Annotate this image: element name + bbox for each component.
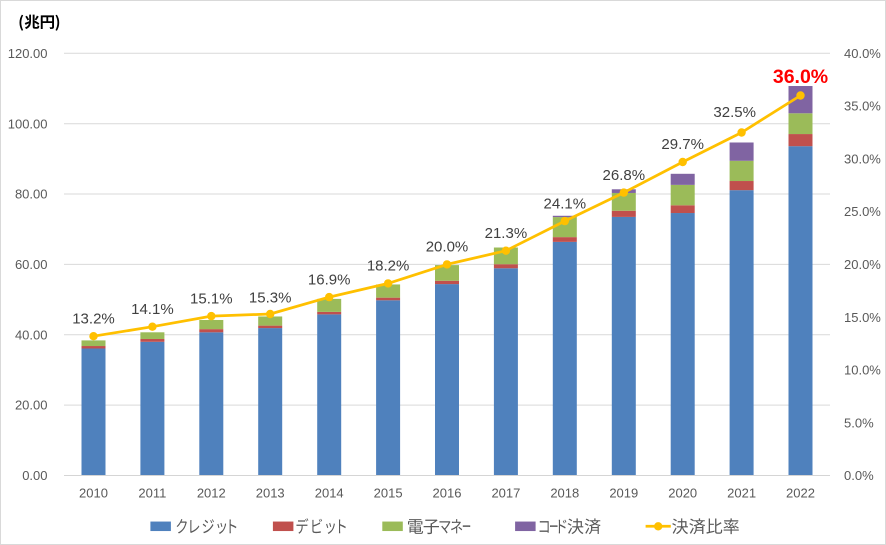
svg-text:2022: 2022 bbox=[786, 486, 815, 501]
svg-text:0.00: 0.00 bbox=[22, 468, 47, 483]
svg-text:10.0%: 10.0% bbox=[844, 363, 881, 378]
svg-text:29.7%: 29.7% bbox=[661, 136, 704, 153]
svg-text:30.0%: 30.0% bbox=[844, 152, 881, 167]
svg-text:0.0%: 0.0% bbox=[844, 468, 874, 483]
svg-text:35.0%: 35.0% bbox=[844, 99, 881, 114]
svg-text:40.00: 40.00 bbox=[15, 327, 48, 342]
svg-text:5.0%: 5.0% bbox=[844, 415, 874, 430]
svg-text:100.00: 100.00 bbox=[8, 116, 48, 131]
svg-text:20.0%: 20.0% bbox=[844, 257, 881, 272]
svg-text:24.1%: 24.1% bbox=[544, 195, 587, 212]
svg-text:2011: 2011 bbox=[138, 486, 166, 501]
svg-text:2016: 2016 bbox=[433, 486, 462, 501]
svg-text:25.0%: 25.0% bbox=[844, 204, 881, 219]
svg-text:120.00: 120.00 bbox=[8, 46, 48, 61]
svg-text:26.8%: 26.8% bbox=[603, 167, 646, 184]
svg-text:80.00: 80.00 bbox=[15, 187, 48, 202]
svg-text:32.5%: 32.5% bbox=[713, 104, 756, 121]
svg-text:2013: 2013 bbox=[256, 486, 285, 501]
svg-text:2012: 2012 bbox=[197, 486, 226, 501]
svg-text:15.3%: 15.3% bbox=[249, 290, 292, 307]
svg-text:2020: 2020 bbox=[668, 486, 697, 501]
svg-text:60.00: 60.00 bbox=[15, 257, 48, 272]
svg-text:15.0%: 15.0% bbox=[844, 310, 881, 325]
svg-text:21.3%: 21.3% bbox=[485, 225, 528, 242]
svg-text:2014: 2014 bbox=[315, 486, 344, 501]
svg-text:2017: 2017 bbox=[491, 486, 520, 501]
svg-text:18.2%: 18.2% bbox=[367, 258, 410, 275]
svg-text:16.9%: 16.9% bbox=[308, 271, 351, 288]
svg-text:2018: 2018 bbox=[550, 486, 579, 501]
svg-text:36.0%: 36.0% bbox=[773, 66, 828, 88]
svg-text:2021: 2021 bbox=[727, 486, 756, 501]
svg-text:14.1%: 14.1% bbox=[131, 301, 174, 318]
svg-text:40.0%: 40.0% bbox=[844, 46, 881, 61]
svg-text:20.00: 20.00 bbox=[15, 398, 48, 413]
svg-text:2015: 2015 bbox=[374, 486, 403, 501]
svg-text:2010: 2010 bbox=[79, 486, 108, 501]
svg-text:13.2%: 13.2% bbox=[72, 310, 115, 327]
svg-text:15.1%: 15.1% bbox=[190, 290, 233, 307]
svg-text:20.0%: 20.0% bbox=[426, 239, 469, 256]
svg-text:2019: 2019 bbox=[609, 486, 638, 501]
